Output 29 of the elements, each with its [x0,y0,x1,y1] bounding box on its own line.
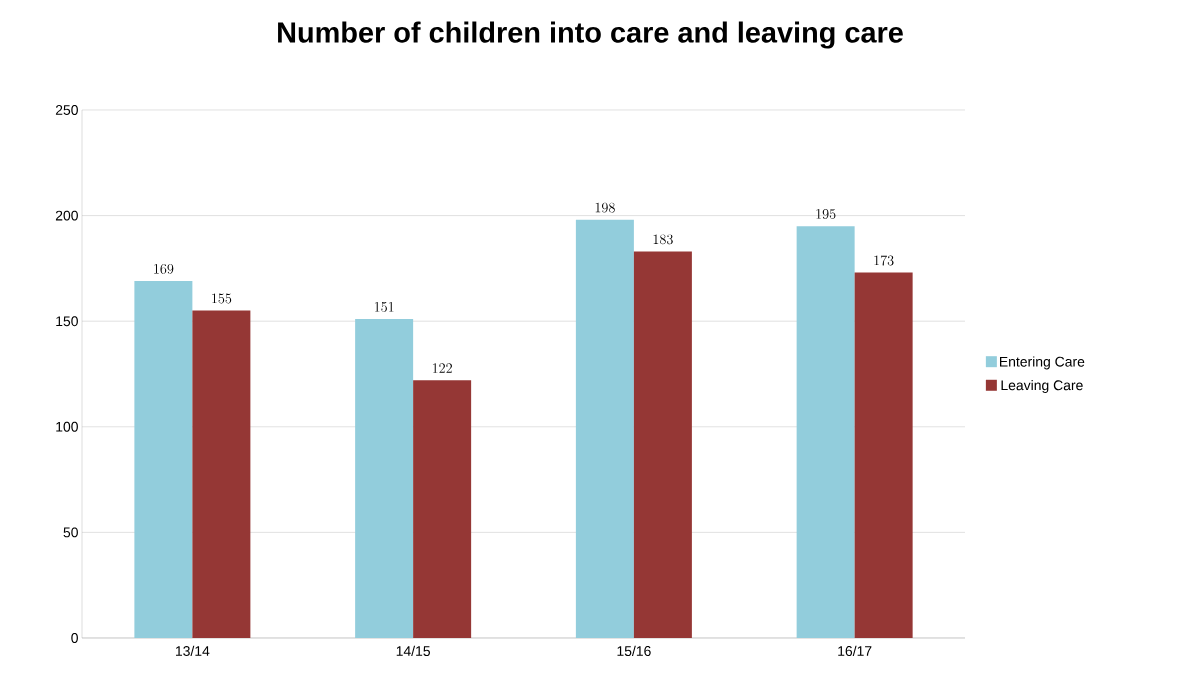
bar [134,281,193,638]
legend-label: Entering Care [1000,356,1085,370]
data-label: 122 [432,363,452,373]
data-label: 155 [212,293,232,304]
legend-label: Leaving Care [1001,379,1083,393]
bar [575,219,634,638]
data-label: 151 [374,302,394,312]
data-label: 173 [874,255,894,266]
chart-title: Number of children into care and leaving care [278,21,903,49]
data-label: 198 [595,202,615,213]
y-tick-label: 100 [56,421,78,432]
x-tick-label: 15/16 [617,645,651,656]
data-label: 195 [816,209,836,219]
y-tick-label: 250 [55,105,78,115]
y-tick-label: 0 [71,633,78,643]
bar [413,380,472,638]
bar [633,251,692,638]
y-tick-label: 150 [56,316,78,327]
x-tick-label: 16/17 [838,645,872,656]
x-tick-label: 14/15 [396,645,430,656]
x-tick-label: 13/14 [175,645,210,656]
data-label: 183 [653,234,673,245]
y-tick-label: 200 [55,210,78,221]
bar [192,310,251,638]
data-label: 169 [154,264,174,274]
bar [854,272,913,638]
bar [796,226,855,638]
bar [355,319,414,638]
y-tick-label: 50 [63,527,78,538]
